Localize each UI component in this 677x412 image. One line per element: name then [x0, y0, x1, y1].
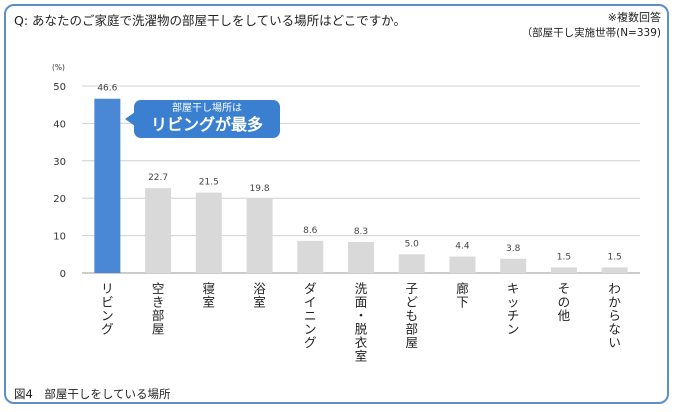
bar-value-label: 22.7 — [148, 173, 168, 183]
bar — [246, 198, 273, 273]
bar-value-label: 1.5 — [607, 252, 621, 262]
bar-value-label: 46.6 — [97, 84, 117, 94]
bar — [145, 188, 172, 273]
category-label: 廊下 — [456, 281, 469, 310]
category-label: キッチン — [507, 281, 520, 337]
category-label: ダイニング — [304, 281, 317, 350]
callout-line-1: 部屋干し場所は — [172, 103, 242, 114]
category-label: リビング — [101, 281, 114, 337]
category-label: 空き部屋 — [152, 281, 165, 337]
survey-question: Q: あなたのご家庭で洗濯物の部屋干しをしている場所はどこですか。 — [14, 13, 407, 28]
category-label: わからない — [608, 281, 621, 350]
category-label: 寝室 — [203, 281, 216, 310]
y-tick-label: 0 — [60, 269, 66, 280]
category-label: 子ども部屋 — [405, 281, 418, 350]
bar-value-label: 1.5 — [557, 252, 571, 262]
category-label: 浴室 — [253, 281, 266, 310]
bar-value-label: 4.4 — [455, 242, 470, 252]
bar — [297, 240, 324, 273]
multiple-answer-note: ※複数回答 — [607, 11, 661, 24]
bar-value-label: 8.3 — [354, 227, 368, 237]
bar — [195, 192, 222, 273]
figure-caption: 図4 部屋干しをしている場所 — [14, 387, 171, 401]
bar — [449, 256, 476, 273]
y-axis-unit-label: (%) — [52, 63, 65, 72]
y-tick-label: 10 — [53, 232, 66, 243]
callout-box: 部屋干し場所は リビングが最多 — [125, 100, 280, 138]
bar — [398, 254, 425, 273]
y-tick-label: 20 — [53, 194, 66, 205]
bar-value-label: 5.0 — [405, 239, 420, 249]
bar-value-label: 19.8 — [250, 184, 270, 194]
bar-value-label: 3.8 — [506, 244, 521, 254]
bar — [500, 258, 527, 273]
category-label: その他 — [558, 281, 571, 323]
bar-value-label: 8.6 — [303, 226, 318, 236]
bar — [94, 98, 121, 273]
y-tick-label: 30 — [53, 157, 66, 168]
bar — [348, 241, 374, 273]
y-tick-label: 40 — [53, 119, 66, 130]
callout-pointer — [125, 112, 135, 126]
sample-base-note: （部屋干し実施世帯(N=339) — [521, 27, 661, 39]
callout-line-2: リビングが最多 — [150, 115, 263, 134]
y-tick-label: 50 — [53, 82, 66, 93]
category-label: 洗面・脱衣室 — [355, 281, 368, 364]
bar — [550, 267, 577, 273]
bar — [601, 267, 628, 273]
bar-value-label: 21.5 — [199, 178, 219, 188]
